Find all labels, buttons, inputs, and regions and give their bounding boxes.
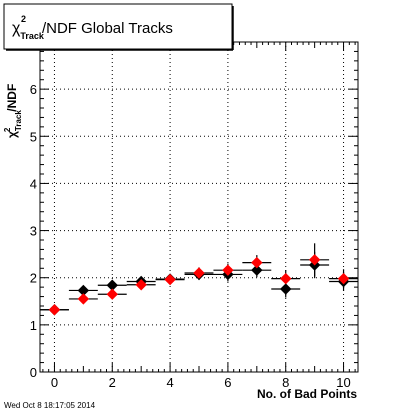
- chart-title: χTrack 2/NDF Global Tracks: [12, 14, 173, 41]
- axis-ticks: [40, 41, 358, 373]
- data-point: [40, 304, 69, 316]
- y-axis-title-suffix: /NDF: [5, 84, 19, 112]
- y-axis-title-sup: 2: [3, 127, 12, 132]
- x-tick-label: 10: [336, 375, 350, 390]
- diamond-marker: [193, 267, 205, 279]
- data-points: [40, 243, 358, 316]
- title-symbol: χ: [12, 20, 21, 37]
- y-tick-label: 0: [30, 365, 37, 380]
- x-tick-label: 8: [282, 375, 289, 390]
- diamond-marker: [135, 279, 147, 291]
- diamond-marker: [280, 283, 292, 295]
- plot-frame: [39, 41, 359, 373]
- diamond-marker: [337, 272, 350, 285]
- data-point: [155, 273, 185, 286]
- data-point: [271, 270, 301, 288]
- y-tick-label: 5: [30, 129, 37, 144]
- data-point: [329, 269, 358, 289]
- diamond-marker: [77, 293, 90, 305]
- footer-timestamp: Wed Oct 8 18:17:05 2014: [4, 401, 96, 410]
- diamond-marker: [48, 304, 61, 316]
- data-point: [126, 279, 156, 291]
- title-sub: Track: [20, 31, 45, 41]
- x-tick-label: 2: [109, 375, 116, 390]
- tick-labels: 024681001234567: [30, 35, 351, 390]
- x-tick-label: 4: [166, 375, 173, 390]
- data-point: [271, 280, 301, 298]
- data-point: [242, 255, 272, 271]
- data-point: [68, 293, 98, 305]
- diamond-marker: [164, 273, 176, 286]
- title-sup: 2: [21, 14, 26, 24]
- data-point: [184, 267, 214, 279]
- y-tick-label: 4: [30, 176, 37, 191]
- diamond-marker: [308, 254, 321, 266]
- x-tick-label: 0: [51, 375, 58, 390]
- data-point: [300, 243, 330, 277]
- data-point: [213, 263, 243, 277]
- x-axis-title: No. of Bad Points: [257, 387, 357, 401]
- x-tick-label: 6: [224, 375, 231, 390]
- y-axis-title: χTrack2/NDF: [3, 84, 23, 138]
- y-tick-label: 1: [30, 318, 37, 333]
- diamond-marker: [251, 256, 263, 269]
- data-point: [97, 279, 127, 291]
- grid-lines: [40, 42, 358, 372]
- diamond-marker: [106, 288, 118, 300]
- diamond-marker: [222, 264, 234, 276]
- diamond-marker: [280, 272, 292, 285]
- y-tick-label: 2: [30, 271, 37, 286]
- y-axis-title-symbol: χ: [5, 131, 19, 138]
- title-text: /NDF Global Tracks: [42, 20, 173, 37]
- data-point: [97, 288, 127, 300]
- title-box: χTrack 2/NDF Global Tracks: [3, 3, 234, 51]
- y-tick-label: 3: [30, 224, 37, 239]
- y-tick-label: 6: [30, 82, 37, 97]
- y-axis-title-sub: Track: [14, 110, 23, 131]
